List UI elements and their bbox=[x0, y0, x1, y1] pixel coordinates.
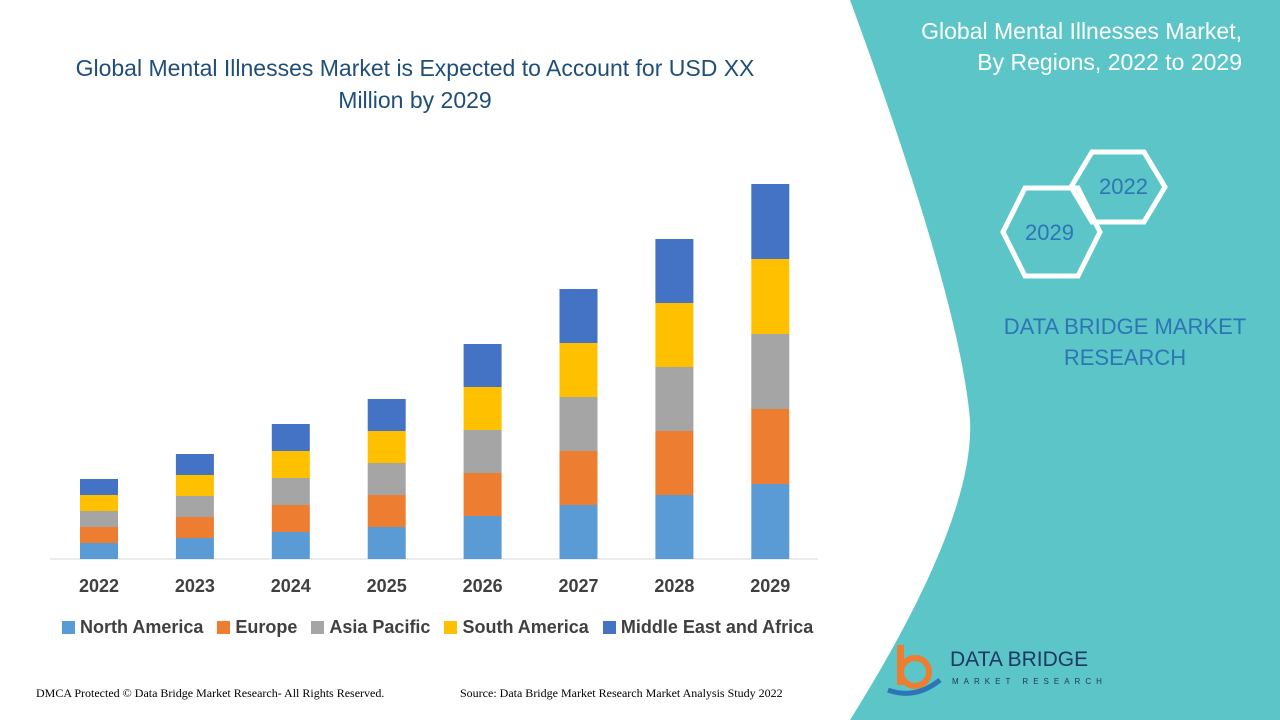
bar-2025-middle-east-and-africa bbox=[367, 399, 406, 431]
legend-swatch bbox=[217, 621, 231, 634]
bar-2028-north-america bbox=[655, 495, 694, 559]
bar-2024-middle-east-and-africa bbox=[271, 424, 310, 451]
logo-name: DATA BRIDGE bbox=[950, 648, 1089, 671]
hexagon-label-2029: 2029 bbox=[1025, 220, 1074, 245]
bar-2028-middle-east-and-africa bbox=[655, 239, 694, 303]
legend-label: Asia Pacific bbox=[329, 617, 431, 637]
bar-2027-middle-east-and-africa bbox=[559, 289, 598, 343]
x-tick-label: 2029 bbox=[750, 576, 790, 596]
bar-2025-north-america bbox=[367, 527, 406, 559]
bar-2024-south-america bbox=[271, 451, 310, 478]
legend-label: Middle East and Africa bbox=[620, 617, 814, 637]
bar-2024-north-america bbox=[271, 532, 310, 559]
bar-2028-south-america bbox=[655, 303, 694, 367]
legend-label: Europe bbox=[235, 617, 298, 637]
legend-item: Asia Pacific bbox=[311, 617, 430, 638]
logo-sub: MARKET RESEARCH bbox=[952, 677, 1107, 686]
x-tick-label: 2023 bbox=[175, 576, 215, 596]
brand-text: DATA BRIDGE MARKET RESEARCH bbox=[1003, 314, 1247, 370]
bar-2025-europe bbox=[367, 495, 406, 527]
bar-2025-south-america bbox=[367, 431, 406, 463]
bar-2026-south-america bbox=[463, 387, 502, 430]
bar-2026-north-america bbox=[463, 516, 502, 559]
bar-2027-north-america bbox=[559, 505, 598, 559]
bar-2022-europe bbox=[80, 527, 118, 543]
bar-2026-asia-pacific bbox=[463, 430, 502, 473]
bar-2028-asia-pacific bbox=[655, 367, 694, 431]
bar-2023-asia-pacific bbox=[175, 496, 214, 517]
legend: North America Europe Asia Pacific South Ame… bbox=[62, 617, 813, 638]
bar-2023-south-america bbox=[175, 475, 214, 496]
hexagon-2029 bbox=[1000, 185, 1103, 279]
bar-2029-asia-pacific bbox=[751, 334, 790, 409]
logo-icon bbox=[887, 645, 942, 696]
side-panel bbox=[850, 0, 1280, 720]
bar-2022-middle-east-and-africa bbox=[80, 479, 118, 495]
bar-2022-north-america bbox=[80, 543, 118, 559]
footer-source: Source: Data Bridge Market Research Mark… bbox=[460, 686, 783, 700]
legend-label: North America bbox=[80, 617, 204, 637]
bar-2023-middle-east-and-africa bbox=[175, 454, 214, 475]
bar-2023-europe bbox=[175, 517, 214, 538]
bar-2029-europe bbox=[751, 409, 790, 484]
x-tick-label: 2026 bbox=[463, 576, 503, 596]
legend-swatch bbox=[602, 621, 616, 634]
x-tick-label: 2028 bbox=[654, 576, 694, 596]
bar-2027-asia-pacific bbox=[559, 397, 598, 451]
legend-item: Europe bbox=[217, 617, 297, 638]
x-tick-label: 2024 bbox=[271, 576, 311, 596]
legend-item: Middle East and Africa bbox=[602, 617, 814, 638]
bar-2026-europe bbox=[463, 473, 502, 516]
bar-2022-asia-pacific bbox=[80, 511, 118, 527]
bar-2024-europe bbox=[271, 505, 310, 532]
hexagon-label-2022: 2022 bbox=[1099, 174, 1148, 199]
x-tick-label: 2027 bbox=[558, 576, 598, 596]
bar-2022-south-america bbox=[80, 495, 118, 511]
bar-2024-asia-pacific bbox=[271, 478, 310, 505]
legend-label: South America bbox=[462, 617, 589, 637]
side-title: Global Mental Illnesses Market, By Regio… bbox=[921, 18, 1242, 75]
bar-2027-south-america bbox=[559, 343, 598, 397]
legend-swatch bbox=[62, 621, 75, 634]
bar-2027-europe bbox=[559, 451, 598, 505]
footer-copyright: DMCA Protected © Data Bridge Market Rese… bbox=[36, 686, 385, 700]
legend-item: South America bbox=[444, 617, 589, 638]
bar-2029-middle-east-and-africa bbox=[751, 184, 790, 259]
bar-2025-asia-pacific bbox=[367, 463, 406, 495]
x-tick-label: 2022 bbox=[79, 576, 119, 596]
legend-swatch bbox=[444, 621, 458, 634]
legend-item: North America bbox=[62, 617, 203, 638]
legend-swatch bbox=[311, 621, 325, 634]
bar-2029-north-america bbox=[751, 484, 790, 559]
bar-2023-north-america bbox=[175, 538, 214, 559]
chart-title: Global Mental Illnesses Market is Expect… bbox=[75, 55, 755, 113]
bar-2029-south-america bbox=[751, 259, 790, 334]
bar-2026-middle-east-and-africa bbox=[463, 344, 502, 387]
x-tick-label: 2025 bbox=[367, 576, 407, 596]
bar-2028-europe bbox=[655, 431, 694, 495]
